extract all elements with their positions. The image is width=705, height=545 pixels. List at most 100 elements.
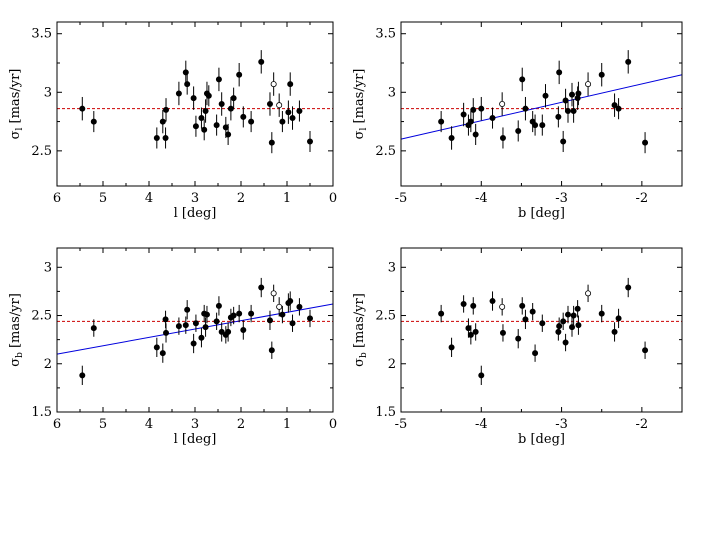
data-point [470, 302, 477, 309]
y-tick-label: 3 [388, 260, 396, 275]
x-tick-label: 1 [283, 191, 291, 206]
x-axis-label: l [deg] [174, 432, 217, 447]
data-point [218, 101, 225, 108]
data-point [213, 122, 220, 129]
x-tick-label: 3 [191, 417, 199, 432]
data-point [79, 372, 86, 379]
data-point [90, 325, 97, 332]
data-point [285, 109, 292, 116]
x-tick-label: -2 [636, 417, 649, 432]
x-tick-label: 2 [237, 417, 245, 432]
data-point [467, 118, 474, 125]
data-point [279, 118, 286, 125]
x-tick-label: -5 [395, 417, 408, 432]
data-point [289, 320, 296, 327]
data-point [522, 316, 529, 323]
x-axis-label: b [deg] [518, 432, 565, 447]
y-tick-label: 2 [44, 357, 52, 372]
data-point [240, 113, 247, 120]
x-axis-label: b [deg] [518, 206, 565, 221]
y-axis-label-units: [mas/yr] [352, 293, 367, 352]
data-point [499, 329, 506, 336]
y-tick-label: 2.5 [31, 309, 52, 324]
data-point-open [276, 102, 283, 109]
data-point [460, 300, 467, 307]
data-point [460, 111, 467, 118]
data-point [470, 106, 477, 113]
data-point [90, 118, 97, 125]
y-tick-label: 3.5 [31, 27, 52, 42]
data-point [448, 134, 455, 141]
y-axis-label-subscript: b [359, 352, 369, 358]
y-axis-label-units: [mas/yr] [352, 69, 367, 128]
x-tick-label: -3 [555, 191, 568, 206]
x-tick-label: -2 [636, 191, 649, 206]
data-point [515, 127, 522, 134]
y-axis-label-units: [mas/yr] [8, 69, 23, 128]
data-point [625, 58, 632, 65]
x-tick-label: -4 [475, 191, 488, 206]
data-point [202, 324, 209, 331]
data-point [448, 344, 455, 351]
data-point [205, 92, 212, 99]
data-point [575, 90, 582, 97]
data-point [615, 105, 622, 112]
y-axis-label: σb [mas/yr] [352, 293, 369, 367]
y-tick-label: 3 [44, 85, 52, 100]
data-point [522, 105, 529, 112]
data-point [569, 324, 576, 331]
data-point-open [499, 303, 506, 310]
data-point [472, 131, 479, 138]
data-point [564, 311, 571, 318]
data-point [198, 334, 205, 341]
data-point [519, 302, 526, 309]
data-point [190, 340, 197, 347]
data-point [289, 115, 296, 122]
data-point [519, 76, 526, 83]
data-point [296, 108, 303, 115]
data-point [203, 311, 210, 318]
data-point [478, 372, 485, 379]
data-point [515, 335, 522, 342]
data-point [438, 310, 445, 317]
plot-frame [56, 247, 334, 413]
data-point [175, 90, 182, 97]
data-point [575, 322, 582, 329]
y-axis-label: σl [mas/yr] [352, 69, 369, 140]
x-tick-label: 0 [329, 417, 337, 432]
data-point [296, 303, 303, 310]
data-point [202, 108, 209, 115]
data-point [230, 95, 237, 102]
data-point [570, 312, 577, 319]
data-point [570, 108, 577, 115]
data-point [598, 71, 605, 78]
plot-frame [56, 21, 334, 187]
data-point [562, 97, 569, 104]
data-point [532, 350, 539, 357]
data-point [236, 71, 243, 78]
panel-top-right: -5 -4 -3 -2 2.5 3 3.5 b [deg] σl [mas/yr] [352, 21, 683, 221]
x-tick-label: 1 [283, 417, 291, 432]
data-point [153, 134, 160, 141]
data-point [266, 317, 273, 324]
x-tick-label: -4 [475, 417, 488, 432]
data-point [258, 58, 265, 65]
data-point [215, 76, 222, 83]
y-axis-label-symbol: σ [352, 130, 367, 139]
y-tick-label: 2.5 [31, 144, 52, 159]
data-point [159, 350, 166, 357]
x-tick-label: 5 [99, 191, 107, 206]
data-point [287, 298, 294, 305]
data-point [184, 81, 191, 88]
x-tick-label: -5 [395, 191, 408, 206]
x-tick-label: -3 [555, 417, 568, 432]
data-point [266, 101, 273, 108]
data-point [306, 315, 313, 322]
data-point [529, 308, 536, 315]
data-point [478, 105, 485, 112]
y-axis-label-subscript: l [359, 127, 369, 130]
data-point [625, 284, 632, 291]
data-point [489, 298, 496, 305]
data-point-open [276, 303, 283, 310]
data-point [539, 122, 546, 129]
